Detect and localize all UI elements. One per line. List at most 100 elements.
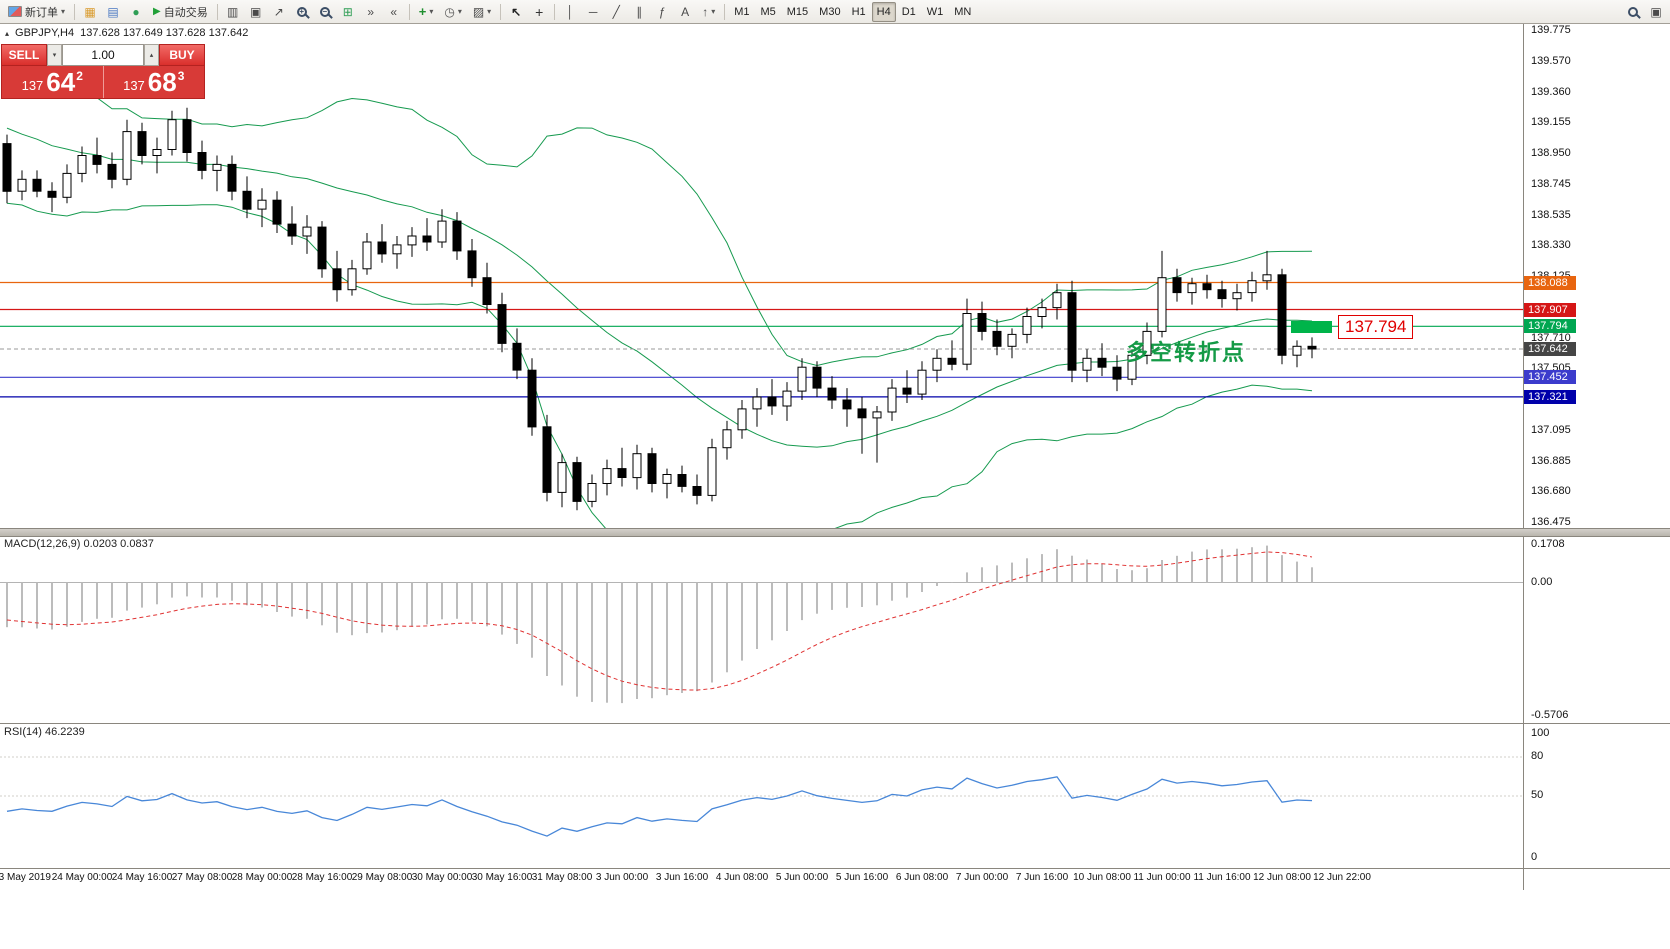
tile-windows-button[interactable]: ⊞ <box>337 2 359 22</box>
y-axis-label: 139.155 <box>1531 116 1571 128</box>
time-label: 6 Jun 08:00 <box>895 872 949 883</box>
y-axis-label: 138.745 <box>1531 178 1571 190</box>
new-order-label: 新订单 <box>25 6 58 19</box>
time-label: 12 Jun 22:00 <box>1313 872 1371 883</box>
new-window-icon: ▣ <box>1650 4 1662 19</box>
rsi-scale-label: 100 <box>1531 727 1550 739</box>
vertical-line-icon: │ <box>566 4 574 19</box>
buy-price-sup: 3 <box>177 69 185 83</box>
cursor-button[interactable]: ↖ <box>505 2 527 22</box>
time-label: 5 Jun 16:00 <box>835 872 889 883</box>
vertical-line-button[interactable]: │ <box>559 2 581 22</box>
chevron-down-icon: ▾ <box>711 6 716 16</box>
chart-shift-button[interactable]: « <box>383 2 405 22</box>
price-scale-separator <box>1523 24 1524 890</box>
y-axis-label: 139.360 <box>1531 86 1571 98</box>
toolbar-separator <box>216 3 218 20</box>
volume-input[interactable] <box>62 44 144 66</box>
timeframe-m1-button[interactable]: M1 <box>734 5 750 18</box>
line-chart-button[interactable]: ↗ <box>268 2 290 22</box>
indicators-icon: + <box>418 4 427 19</box>
templates-button[interactable]: ▨ ▾ <box>468 2 496 22</box>
buy-price-panel[interactable]: 137 68 3 <box>104 66 205 98</box>
templates-icon: ▨ <box>472 4 485 19</box>
timeframe-h4-button[interactable]: H4 <box>871 1 896 22</box>
time-label: 28 May 16:00 <box>291 872 353 883</box>
price-tag: 138.088 <box>1524 276 1576 290</box>
auto-scroll-button[interactable]: » <box>360 2 382 22</box>
panel-separator[interactable] <box>0 723 1670 724</box>
bar-chart-button[interactable]: ▥ <box>222 2 244 22</box>
timeframe-m30-button[interactable]: M30 <box>819 5 841 18</box>
trendline-button[interactable]: ╱ <box>605 2 627 22</box>
rsi-indicator-label: RSI(14) 46.2239 <box>4 726 85 738</box>
charts-icon: ▦ <box>84 4 96 19</box>
y-axis-label: 139.775 <box>1531 24 1571 36</box>
timeframe-m15-button[interactable]: M15 <box>786 5 809 18</box>
time-label: 30 May 16:00 <box>471 872 533 883</box>
channel-icon: ∥ <box>636 4 643 19</box>
one-click-trading-widget: SELL ▾ ▴ BUY 137 64 2 137 68 3 <box>1 44 205 99</box>
time-label: 23 May 2019 <box>0 872 51 883</box>
sell-button[interactable]: SELL <box>1 44 47 66</box>
horizontal-line-button[interactable]: ─ <box>582 2 604 22</box>
horizontal-line-icon: ─ <box>588 4 598 19</box>
volume-up-button[interactable]: ▴ <box>144 44 159 66</box>
volume-down-button[interactable]: ▾ <box>47 44 62 66</box>
new-order-button[interactable]: 新订单 ▾ <box>3 2 70 22</box>
chevron-down-icon: ▾ <box>457 6 462 16</box>
sell-price-panel[interactable]: 137 64 2 <box>2 66 104 98</box>
periods-button[interactable]: ◷ ▾ <box>439 2 467 22</box>
autotrading-play-icon: ▶ <box>153 5 161 17</box>
y-axis-label: 137.095 <box>1531 424 1571 436</box>
timeframe-m5-button[interactable]: M5 <box>760 5 776 18</box>
autotrading-button[interactable]: ▶ 自动交易 <box>148 2 213 22</box>
rsi-scale-label: 80 <box>1531 750 1544 762</box>
chevron-down-icon: ▾ <box>429 6 434 16</box>
tile-windows-icon: ⊞ <box>342 4 353 19</box>
fibonacci-button[interactable]: ƒ <box>651 2 673 22</box>
navigator-button[interactable]: ● <box>125 2 147 22</box>
toolbar-separator <box>500 3 502 20</box>
channel-button[interactable]: ∥ <box>628 2 650 22</box>
panel-splitter[interactable] <box>0 528 1670 537</box>
time-label: 3 Jun 16:00 <box>655 872 709 883</box>
timeframe-h1-button[interactable]: H1 <box>851 5 866 18</box>
text-tool-button[interactable]: A <box>674 2 696 22</box>
new-window-button[interactable]: ▣ <box>1645 2 1667 22</box>
navigator-icon: ● <box>132 4 140 19</box>
zoom-out-icon: − <box>319 6 330 17</box>
time-label: 28 May 00:00 <box>231 872 293 883</box>
sell-price-sup: 2 <box>76 69 83 83</box>
timeframe-w1-button[interactable]: W1 <box>926 5 944 18</box>
timeframe-mn-button[interactable]: MN <box>954 5 972 18</box>
time-label: 11 Jun 16:00 <box>1193 872 1251 883</box>
crosshair-button[interactable]: + <box>528 2 550 22</box>
charts-button[interactable]: ▦ <box>79 2 101 22</box>
search-button[interactable] <box>1622 2 1644 22</box>
chevron-down-icon: ▾ <box>487 6 492 16</box>
line-chart-icon: ↗ <box>273 4 284 19</box>
auto-scroll-icon: » <box>367 4 375 19</box>
zoom-out-button[interactable]: − <box>314 2 336 22</box>
y-axis-label: 136.475 <box>1531 516 1571 528</box>
arrows-tool-button[interactable]: ↑ ▾ <box>697 2 720 22</box>
toolbar: 新订单 ▾ ▦ ▤ ● ▶ 自动交易 ▥ ▣ ↗ + − ⊞ » « + ▾ ◷ ▾… <box>0 0 1670 24</box>
price-tag: 137.321 <box>1524 390 1576 404</box>
buy-button[interactable]: BUY <box>159 44 205 66</box>
y-axis-label: 139.570 <box>1531 55 1571 67</box>
indicators-button[interactable]: + ▾ <box>414 2 439 22</box>
price-scale[interactable]: 139.775 139.570 139.360 139.155 138.950 138.7… <box>1524 0 1670 949</box>
market-watch-button[interactable]: ▤ <box>102 2 124 22</box>
zoom-in-button[interactable]: + <box>291 2 313 22</box>
chart-ohlc-values: 137.628 137.649 137.628 137.642 <box>80 27 249 39</box>
zoom-in-icon: + <box>296 6 307 17</box>
candlestick-chart-button[interactable]: ▣ <box>245 2 267 22</box>
trendline-icon: ╱ <box>612 4 620 19</box>
price-tag: 137.642 <box>1524 342 1576 356</box>
chart-annotation-text: 多空转折点 <box>1126 340 1247 365</box>
highlight-rectangle <box>1291 321 1332 333</box>
timeframe-d1-button[interactable]: D1 <box>901 5 916 18</box>
